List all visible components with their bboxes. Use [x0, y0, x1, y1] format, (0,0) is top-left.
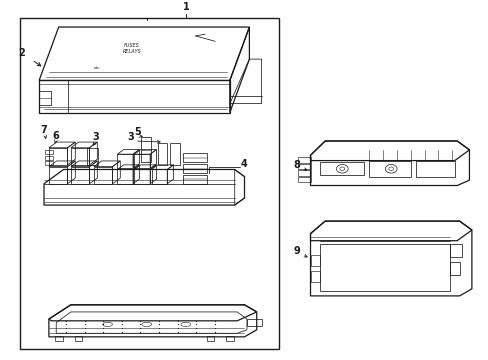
Text: 8: 8 [292, 161, 299, 170]
Text: FUSES
RELAYS: FUSES RELAYS [122, 43, 141, 54]
Text: etc.: etc. [94, 66, 102, 70]
Text: 5: 5 [134, 127, 141, 137]
Text: 3: 3 [127, 132, 134, 142]
Text: 2: 2 [19, 48, 25, 58]
Text: 9: 9 [292, 246, 299, 256]
Text: 7: 7 [41, 125, 47, 135]
Bar [226, 337, 233, 341]
Text: 4: 4 [240, 159, 247, 169]
Text: 6: 6 [53, 131, 60, 140]
Bar [206, 337, 214, 341]
Text: 1: 1 [182, 2, 189, 12]
Bar [75, 337, 82, 341]
Bar [310, 255, 319, 266]
Bar [20, 18, 278, 349]
Text: 3: 3 [92, 132, 99, 142]
Bar [55, 337, 62, 341]
Bar [310, 271, 319, 282]
